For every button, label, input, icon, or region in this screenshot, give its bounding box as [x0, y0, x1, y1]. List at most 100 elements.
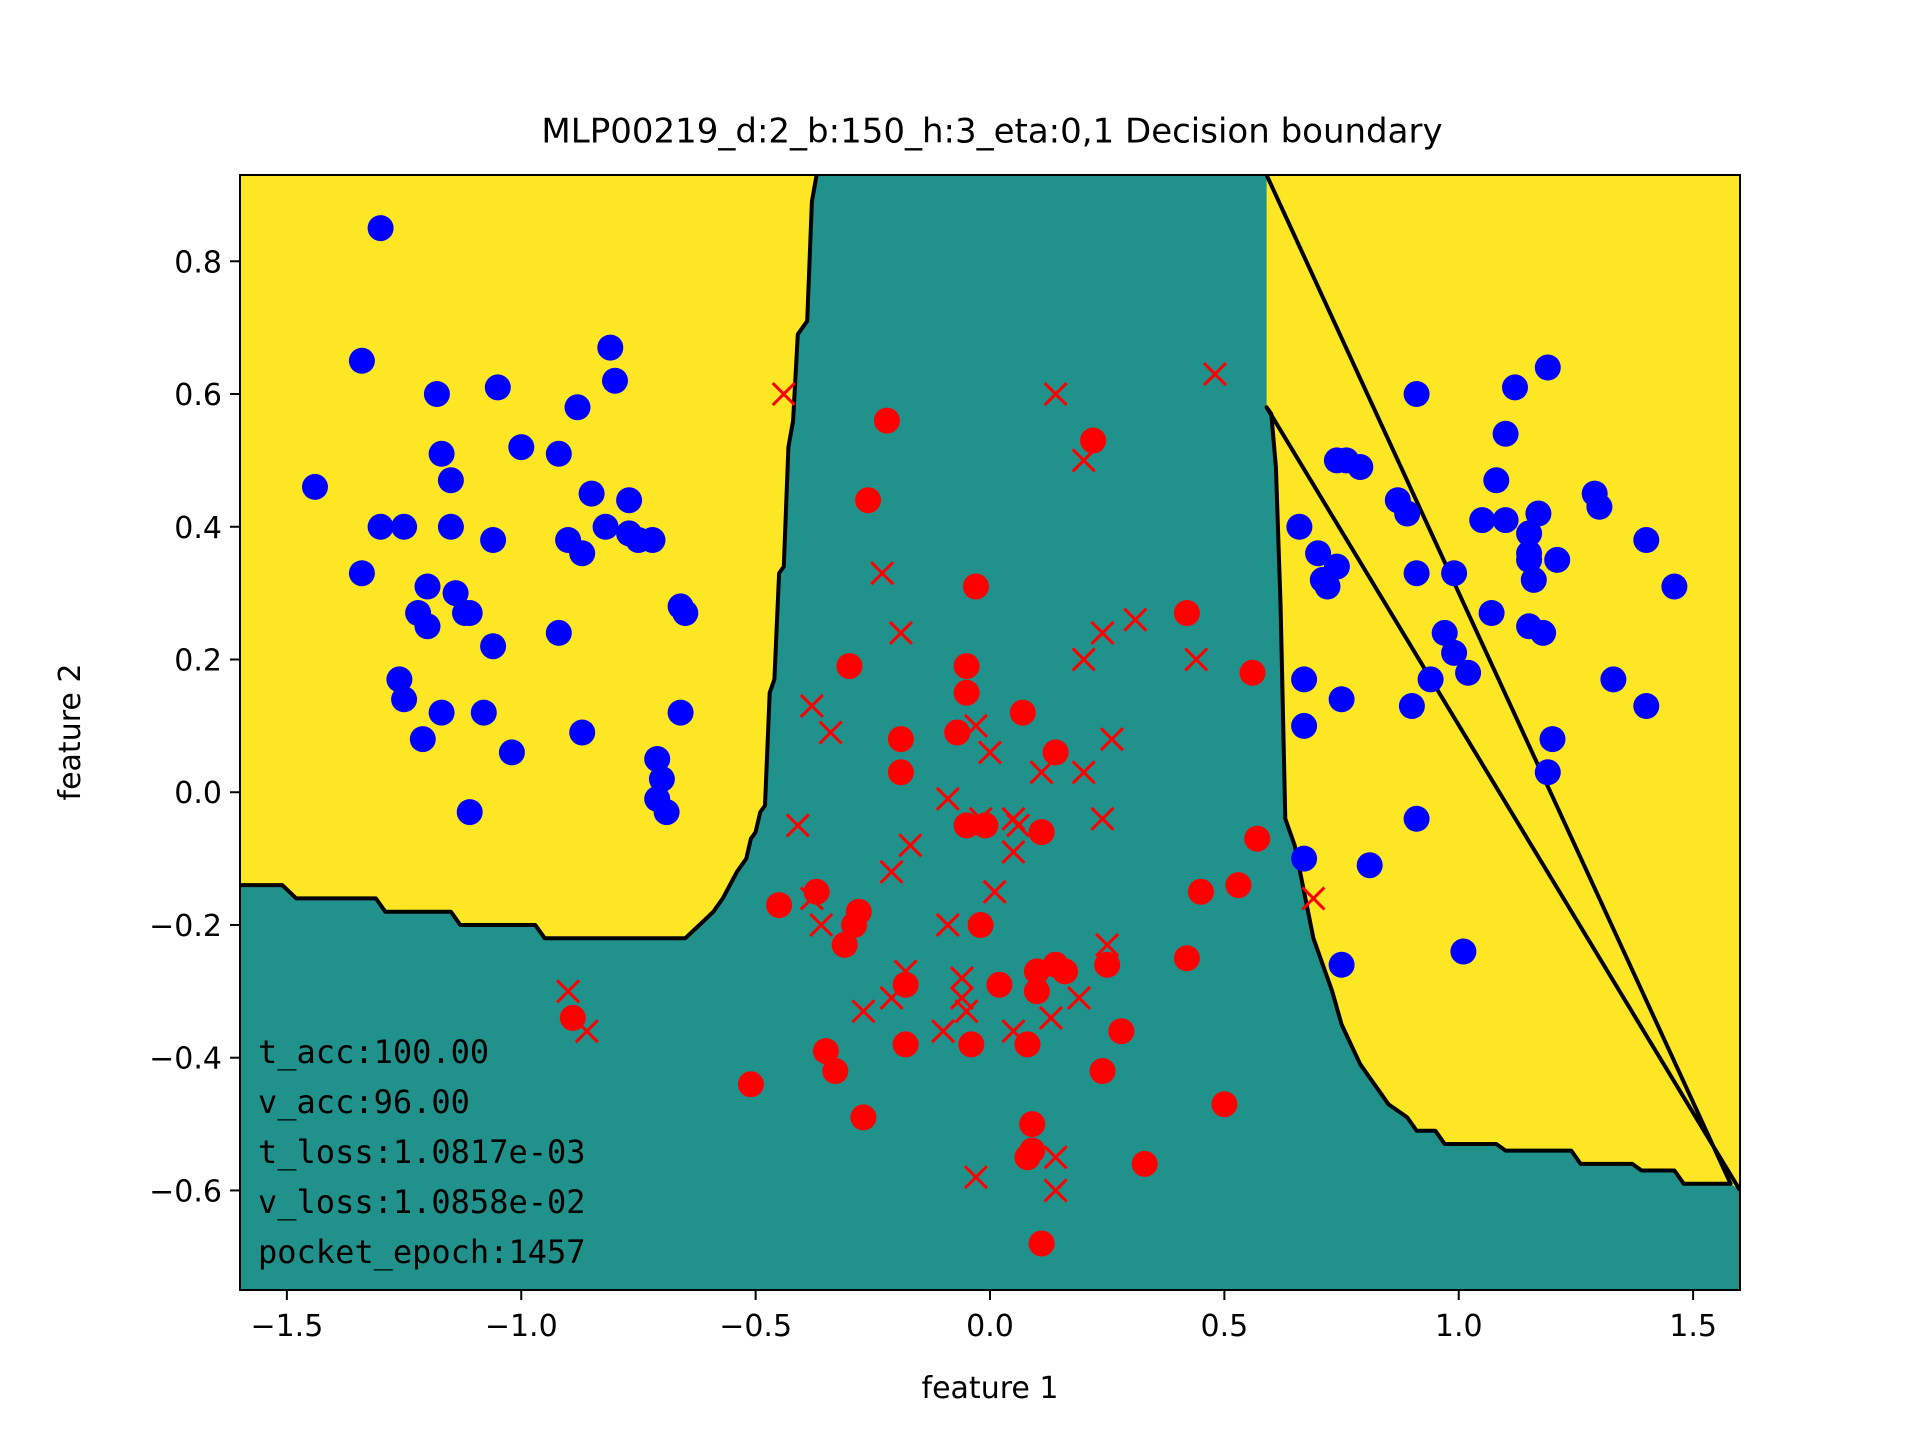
plot-area — [240, 175, 1740, 1290]
point-circle — [391, 513, 418, 540]
point-x — [1043, 1178, 1068, 1203]
point-circle — [831, 931, 858, 958]
point-x — [809, 912, 834, 938]
point-circle — [414, 573, 441, 600]
point-circle — [1600, 666, 1627, 693]
point-circle — [423, 381, 450, 407]
point-circle — [1028, 1230, 1055, 1257]
point-x — [1099, 727, 1124, 752]
point-circle — [1028, 819, 1055, 846]
point-circle — [1544, 546, 1571, 573]
point-x — [963, 1165, 988, 1190]
x-axis-label: feature 1 — [922, 1371, 1059, 1406]
point-circle — [428, 699, 455, 726]
point-circle — [1347, 454, 1374, 480]
point-x — [949, 966, 974, 991]
point-circle — [1009, 699, 1036, 726]
point-x — [879, 859, 904, 884]
y-tick-label: −0.4 — [149, 1042, 222, 1077]
point-circle — [1502, 374, 1528, 401]
point-circle — [498, 739, 525, 766]
point-circle — [442, 580, 469, 607]
point-circle — [1291, 666, 1318, 693]
region-class-a-left — [240, 175, 817, 939]
point-x — [799, 693, 824, 719]
point-circle — [1403, 560, 1430, 587]
point-circle — [1173, 600, 1200, 626]
point-circle — [1403, 805, 1430, 832]
point-circle — [953, 679, 980, 706]
point-circle — [1089, 1058, 1116, 1084]
point-circle — [1323, 553, 1350, 580]
metric-v-acc: v_acc:96.00 — [258, 1083, 470, 1121]
point-x — [1029, 760, 1054, 785]
point-x — [556, 979, 581, 1004]
y-tick-label: 0.6 — [174, 378, 222, 413]
point-circle — [1286, 513, 1313, 540]
point-circle — [1661, 573, 1688, 600]
point-circle — [1094, 951, 1121, 978]
point-circle — [962, 573, 989, 600]
point-circle — [737, 1071, 764, 1098]
point-circle — [569, 540, 596, 567]
point-circle — [855, 487, 882, 514]
point-circle — [1305, 540, 1332, 567]
point-x — [1038, 1005, 1064, 1030]
point-circle — [1023, 978, 1050, 1005]
point-circle — [437, 513, 464, 540]
point-x — [870, 561, 895, 586]
point-circle — [456, 799, 483, 826]
point-circle — [1520, 566, 1547, 593]
point-circle — [841, 912, 868, 938]
point-circle — [958, 1031, 985, 1058]
y-tick-label: 0.8 — [174, 245, 222, 280]
point-circle — [1469, 507, 1496, 534]
metrics-annotation: t_acc:100.00 v_acc:96.00 t_loss:1.0817e-… — [258, 1033, 586, 1271]
point-circle — [1042, 739, 1069, 766]
point-x — [879, 985, 904, 1011]
point-circle — [348, 560, 375, 587]
point-x — [1001, 1019, 1026, 1044]
point-circle — [1525, 500, 1552, 527]
point-circle — [836, 653, 863, 680]
point-circle — [953, 653, 980, 680]
point-circle — [1187, 878, 1214, 905]
point-x — [931, 1019, 956, 1044]
point-x — [949, 985, 974, 1011]
point-circle — [1291, 712, 1318, 739]
point-x — [818, 720, 843, 745]
point-circle — [766, 892, 793, 919]
point-x — [888, 620, 913, 646]
point-circle — [480, 633, 507, 660]
point-circle — [644, 746, 671, 772]
point-circle — [1492, 507, 1519, 534]
point-circle — [602, 367, 628, 394]
point-x — [1123, 607, 1148, 632]
x-tick-label: 1.0 — [1435, 1309, 1483, 1344]
x-tick-label: 1.5 — [1669, 1309, 1717, 1344]
point-circle — [1291, 845, 1318, 872]
x-axis: −1.5 −1.0 −0.5 0.0 0.5 1.0 1.5 — [250, 1290, 1717, 1344]
point-circle — [1516, 546, 1543, 573]
point-circle — [944, 719, 971, 746]
x-tick-label: −0.5 — [719, 1309, 792, 1344]
point-x — [1090, 620, 1115, 646]
x-tick-label: −1.0 — [485, 1309, 558, 1344]
point-circle — [1403, 381, 1430, 407]
point-circle — [1417, 666, 1444, 693]
point-circle — [1455, 659, 1482, 686]
point-x — [1006, 813, 1031, 838]
y-tick-label: 0.4 — [174, 511, 222, 546]
point-circle — [1534, 759, 1561, 786]
point-circle — [1633, 693, 1660, 719]
chart-title: MLP00219_d:2_b:150_h:3_eta:0,1 Decision … — [541, 112, 1442, 152]
point-x — [1202, 362, 1228, 387]
point-x — [935, 786, 960, 811]
point-circle — [456, 600, 483, 626]
point-circle — [508, 434, 535, 461]
point-circle — [470, 699, 497, 726]
point-x — [1071, 647, 1096, 672]
point-x — [1090, 806, 1115, 831]
point-circle — [386, 666, 413, 693]
